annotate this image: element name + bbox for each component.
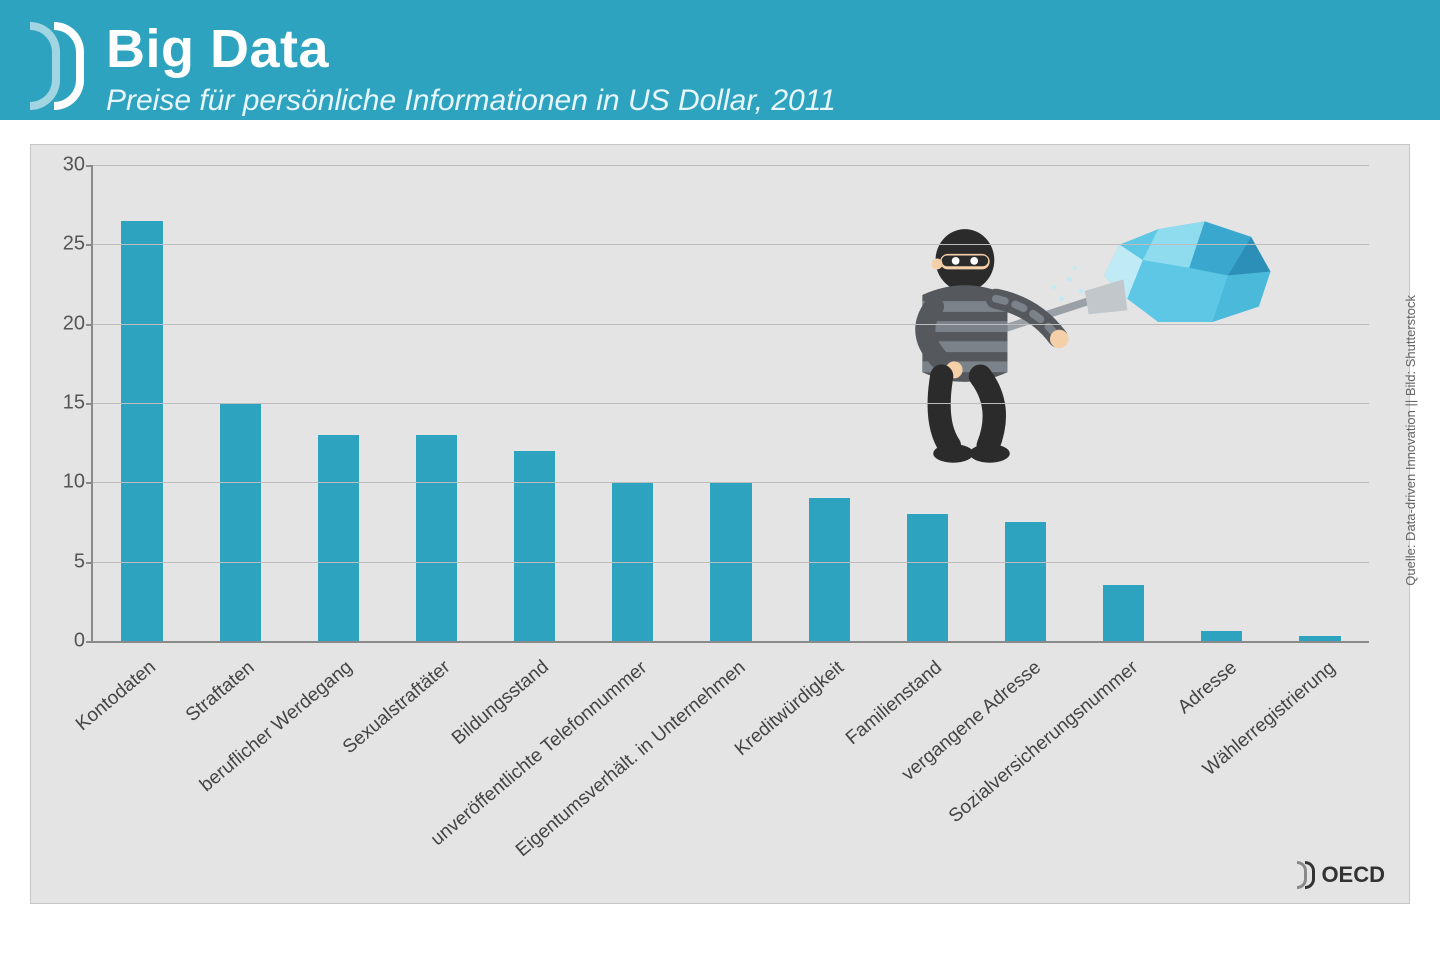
y-tick-label: 20 [51, 312, 85, 335]
x-axis-label: Kontodaten [72, 657, 161, 736]
header-banner: Big Data Preise für persönliche Informat… [0, 0, 1440, 120]
gridline [93, 562, 1369, 563]
oecd-footer-logo: OECD [1297, 861, 1385, 889]
gridline [93, 482, 1369, 483]
bar [907, 514, 948, 641]
x-axis-label: Sozialversicherungsnummer [945, 657, 1143, 828]
x-axis-label: Familienstand [842, 657, 947, 750]
x-axis-label: Adresse [1174, 657, 1242, 719]
y-tick-label: 5 [51, 550, 85, 573]
bar [1299, 636, 1340, 641]
y-tick-label: 10 [51, 471, 85, 494]
footer-org-label: OECD [1321, 862, 1385, 888]
page-subtitle: Preise für persönliche Informationen in … [106, 84, 836, 118]
gridline [93, 403, 1369, 404]
plot-area: 051015202530 [91, 165, 1369, 643]
bar [1103, 585, 1144, 641]
bar [121, 221, 162, 641]
y-tick-label: 25 [51, 233, 85, 256]
gridline [93, 324, 1369, 325]
source-attribution: Quelle: Data-driven Innovation || Bild: … [1403, 295, 1418, 586]
bar [318, 435, 359, 641]
gridline [93, 244, 1369, 245]
x-axis-label: Straftaten [182, 657, 259, 727]
bar [809, 498, 850, 641]
chart-container: 051015202530 KontodatenStraftatenberufli… [30, 144, 1410, 904]
x-axis-labels: KontodatenStraftatenberuflicher Werdegan… [91, 645, 1369, 903]
bar [514, 451, 555, 641]
bar [1201, 631, 1242, 641]
x-axis-label: Bildungsstand [448, 657, 554, 751]
y-tick-label: 30 [51, 154, 85, 177]
bar [1005, 522, 1046, 641]
y-tick-label: 0 [51, 630, 85, 653]
page-title: Big Data [106, 18, 836, 80]
bar [416, 435, 457, 641]
bar [220, 403, 261, 641]
oecd-logo [30, 18, 84, 110]
gridline [93, 165, 1369, 166]
y-tick-label: 15 [51, 392, 85, 415]
title-block: Big Data Preise für persönliche Informat… [106, 18, 836, 118]
